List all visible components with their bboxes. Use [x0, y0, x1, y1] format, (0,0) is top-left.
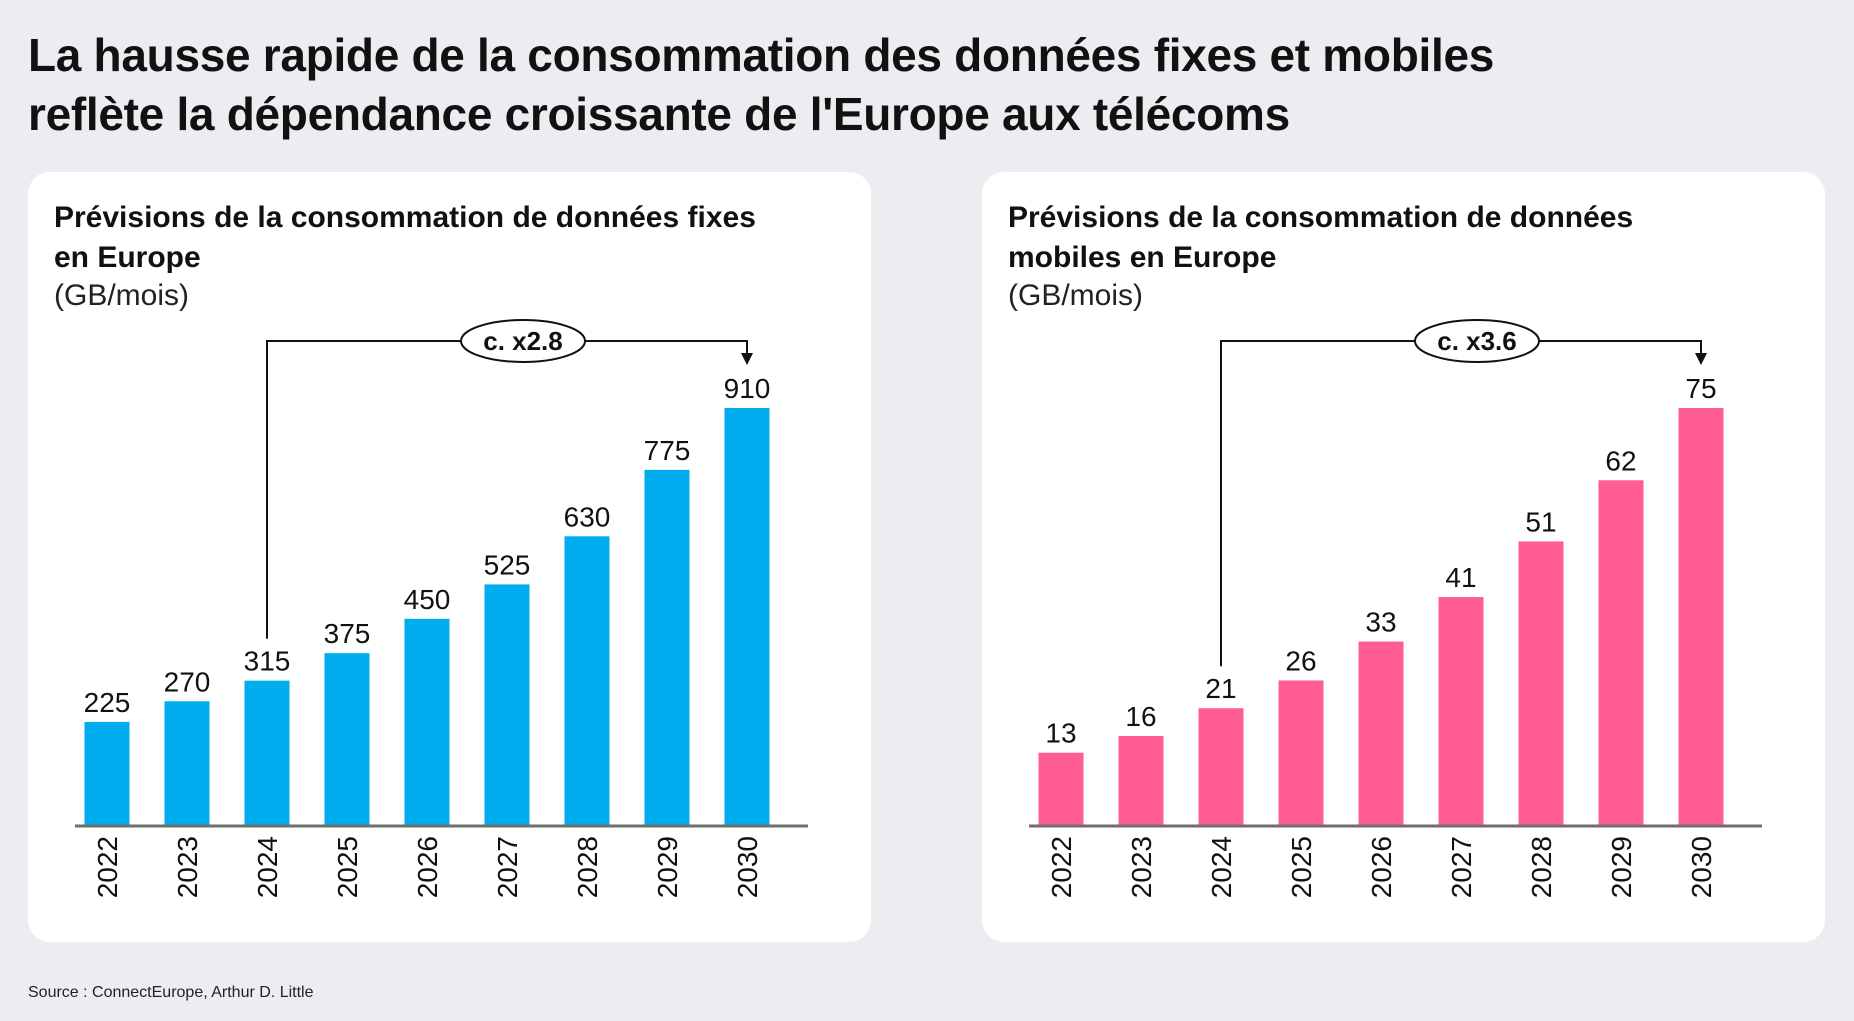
mobile-x-tick-2022: 2022 [1046, 836, 1077, 898]
fixed-bar-2025 [324, 653, 370, 825]
fixed-x-tick-2022: 2022 [92, 836, 123, 898]
fixed-x-tick-2028: 2028 [572, 836, 603, 898]
fixed-bar-2022 [84, 721, 130, 825]
page-title: La hausse rapide de la consommation des … [28, 26, 1808, 144]
mobile-growth-badge [1414, 319, 1540, 363]
fixed-growth-arrowhead [741, 353, 753, 365]
page-title-line-2: reflète la dépendance croissante de l'Eu… [28, 88, 1290, 140]
fixed-value-label-2028: 630 [564, 501, 611, 532]
mobile-bar-2029 [1598, 480, 1644, 825]
mobile-bar-2025 [1278, 680, 1324, 825]
mobile-bar-2024 [1198, 708, 1244, 825]
fixed-bar-2024 [244, 680, 290, 825]
fixed-x-tick-2029: 2029 [652, 836, 683, 898]
mobile-bar-2028 [1518, 541, 1564, 825]
mobile-value-label-2023: 16 [1125, 701, 1156, 732]
mobile-bar-2027 [1438, 597, 1484, 825]
fixed-chart-title-line-2: en Europe [54, 241, 201, 274]
fixed-x-tick-2024: 2024 [252, 836, 283, 898]
fixed-bar-2030 [724, 408, 770, 825]
fixed-growth-badge [460, 319, 586, 363]
fixed-value-label-2026: 450 [404, 584, 451, 615]
mobile-bar-2023 [1118, 736, 1164, 825]
mobile-value-label-2028: 51 [1525, 506, 1556, 537]
mobile-bar-2022 [1038, 752, 1084, 825]
mobile-value-label-2030: 75 [1685, 373, 1716, 404]
mobile-x-tick-2023: 2023 [1126, 836, 1157, 898]
fixed-value-label-2029: 775 [644, 435, 691, 466]
mobile-data-bar-chart: 13 2022 16 2023 21 2024 26 2025 33 2026 41 2027 51 20… [1029, 319, 1762, 898]
mobile-value-label-2026: 33 [1365, 607, 1396, 638]
fixed-x-tick-2025: 2025 [332, 836, 363, 898]
fixed-value-label-2024: 315 [244, 646, 291, 677]
mobile-value-label-2025: 26 [1285, 645, 1316, 676]
fixed-data-chart-panel: Prévisions de la consommation de données… [28, 172, 871, 942]
page-title-line-1: La hausse rapide de la consommation des … [28, 29, 1495, 81]
fixed-chart-unit: (GB/mois) [54, 279, 189, 312]
fixed-growth-label: c. x2.8 [483, 326, 563, 356]
mobile-chart-title-line-1: Prévisions de la consommation de données [1008, 201, 1634, 234]
mobile-growth-label: c. x3.6 [1437, 326, 1517, 356]
mobile-value-label-2022: 13 [1045, 718, 1076, 749]
mobile-bar-2026 [1358, 641, 1404, 825]
fixed-x-tick-2023: 2023 [172, 836, 203, 898]
mobile-x-tick-2029: 2029 [1606, 836, 1637, 898]
fixed-value-label-2030: 910 [724, 373, 771, 404]
fixed-bar-2023 [164, 701, 210, 825]
mobile-chart-unit: (GB/mois) [1008, 279, 1143, 312]
mobile-chart-title-line-2: mobiles en Europe [1008, 241, 1277, 274]
mobile-x-tick-2027: 2027 [1446, 836, 1477, 898]
fixed-bar-2027 [484, 584, 530, 825]
mobile-x-tick-2026: 2026 [1366, 836, 1397, 898]
fixed-value-label-2023: 270 [164, 666, 211, 697]
mobile-x-tick-2028: 2028 [1526, 836, 1557, 898]
fixed-data-bar-chart: 225 2022 270 2023 315 2024 375 2025 450 2026 525 20… [75, 319, 808, 898]
fixed-chart-title: Prévisions de la consommation de données… [54, 198, 844, 278]
fixed-x-tick-2027: 2027 [492, 836, 523, 898]
fixed-x-tick-2030: 2030 [732, 836, 763, 898]
fixed-value-label-2025: 375 [324, 618, 371, 649]
mobile-x-tick-2025: 2025 [1286, 836, 1317, 898]
mobile-value-label-2027: 41 [1445, 562, 1476, 593]
mobile-value-label-2029: 62 [1605, 445, 1636, 476]
mobile-chart-title: Prévisions de la consommation de données… [1008, 198, 1798, 278]
fixed-value-label-2022: 225 [84, 687, 131, 718]
fixed-bar-2029 [644, 469, 690, 825]
mobile-data-chart-panel: Prévisions de la consommation de données… [982, 172, 1825, 942]
fixed-chart-title-line-1: Prévisions de la consommation de données… [54, 201, 756, 234]
fixed-bar-2026 [404, 618, 450, 825]
fixed-value-label-2027: 525 [484, 549, 531, 580]
mobile-bar-2030 [1678, 408, 1724, 825]
mobile-growth-arrowhead [1695, 353, 1707, 365]
mobile-x-tick-2030: 2030 [1686, 836, 1717, 898]
mobile-x-tick-2024: 2024 [1206, 836, 1237, 898]
fixed-bar-2028 [564, 536, 610, 825]
fixed-x-tick-2026: 2026 [412, 836, 443, 898]
source-note: Source : ConnectEurope, Arthur D. Little [28, 984, 314, 1001]
mobile-value-label-2024: 21 [1205, 673, 1236, 704]
